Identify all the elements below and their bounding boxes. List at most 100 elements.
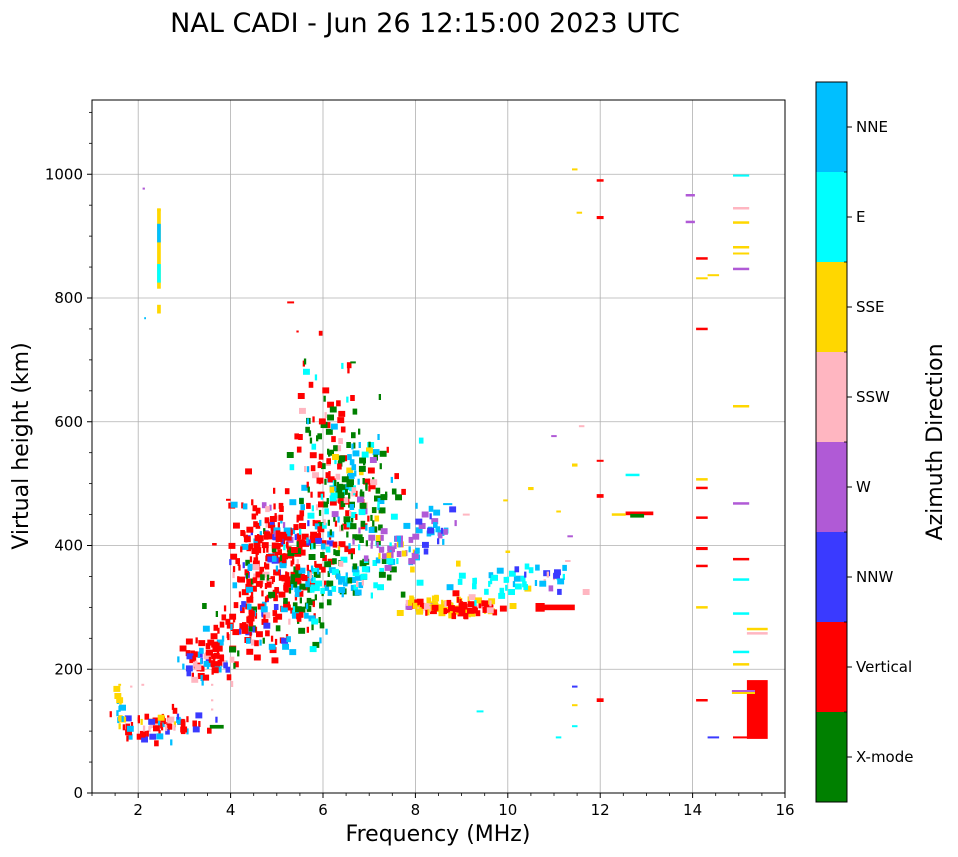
echo-point (410, 558, 416, 565)
echo-point (369, 457, 377, 463)
echo-point (438, 610, 446, 617)
echo-point (375, 557, 381, 564)
echo-point (281, 575, 289, 582)
echo-point (332, 541, 338, 548)
echo-point (482, 606, 488, 613)
echo-point (227, 634, 230, 641)
echo-point (281, 557, 287, 564)
echo-point (489, 600, 492, 607)
echo-point (279, 555, 283, 562)
echo-point (185, 650, 191, 657)
echo-point (173, 724, 176, 731)
echo-point (444, 608, 447, 615)
echo-point (342, 523, 350, 530)
echo-point (408, 536, 414, 543)
echo-point (378, 553, 381, 560)
echo-point (368, 534, 376, 541)
echo-trace (572, 704, 578, 707)
echo-point (318, 617, 321, 623)
echo-point (165, 728, 170, 735)
colorbar-label: NNW (856, 568, 893, 586)
echo-point (215, 611, 218, 617)
echo-point (298, 434, 303, 440)
echo-point (423, 548, 429, 555)
echo-point (240, 607, 245, 614)
echo-trace (535, 603, 545, 612)
echo-point (334, 520, 338, 527)
echo-point (305, 426, 310, 433)
echo-point (309, 437, 313, 444)
echo-point (410, 566, 415, 573)
colorbar-segment (816, 82, 847, 172)
echo-point (254, 640, 259, 647)
echo-point (326, 458, 331, 465)
echo-point (415, 547, 420, 554)
echo-point (389, 542, 392, 549)
echo-point (298, 590, 304, 597)
echo-point (403, 522, 411, 529)
echo-trace (157, 264, 161, 283)
echo-point (169, 716, 175, 723)
echo-point (208, 660, 213, 667)
echo-point (277, 549, 282, 556)
echo-point (405, 603, 413, 610)
echo-point (436, 595, 439, 602)
echo-point (305, 581, 310, 588)
echo-point (309, 646, 317, 653)
echo-point (255, 571, 263, 578)
echo-point (412, 598, 415, 605)
echo-point (271, 527, 274, 534)
echo-point (318, 453, 324, 460)
echo-point (261, 618, 269, 625)
y-tick-label: 800 (54, 289, 83, 307)
echo-point (156, 733, 164, 740)
echo-trace (212, 543, 217, 546)
echo-point (308, 554, 316, 560)
echo-point (264, 517, 270, 524)
echo-point (283, 544, 286, 551)
echo-point (244, 569, 250, 576)
echo-point (350, 553, 353, 560)
echo-point (253, 654, 261, 661)
echo-trace (733, 174, 750, 177)
echo-trace (696, 564, 708, 568)
echo-point (228, 542, 236, 549)
echo-point (154, 740, 159, 747)
echo-trace (596, 216, 604, 220)
echo-point (324, 478, 327, 485)
echo-point (307, 486, 310, 493)
echo-point (198, 651, 203, 658)
echo-point (408, 546, 411, 553)
echo-point (119, 704, 126, 711)
echo-point (248, 625, 256, 632)
echo-point (319, 602, 324, 609)
echo-point (363, 478, 371, 485)
echo-point (269, 516, 277, 522)
echo-point (396, 551, 402, 557)
echo-point (395, 494, 402, 501)
echo-point (229, 559, 232, 566)
echo-point (401, 550, 407, 557)
echo-point (266, 594, 269, 601)
x-tick-label: 2 (133, 801, 143, 819)
echo-point (370, 479, 378, 486)
echo-point (200, 658, 203, 665)
echo-point (281, 637, 288, 644)
echo-point (400, 591, 406, 598)
echo-point (192, 726, 200, 733)
echo-point (281, 553, 288, 560)
echo-point (296, 446, 302, 453)
echo-trace (144, 317, 146, 320)
echo-point (291, 610, 297, 617)
echo-point (262, 637, 265, 644)
echo-point (171, 703, 175, 710)
colorbar-segment (816, 712, 847, 802)
echo-point (324, 508, 329, 515)
echo-trace (731, 690, 755, 692)
echo-point (312, 641, 320, 648)
echo-point (253, 557, 259, 564)
echo-point (412, 533, 420, 540)
echo-trace (596, 179, 604, 182)
echo-trace (733, 663, 750, 666)
echo-point (503, 576, 509, 583)
